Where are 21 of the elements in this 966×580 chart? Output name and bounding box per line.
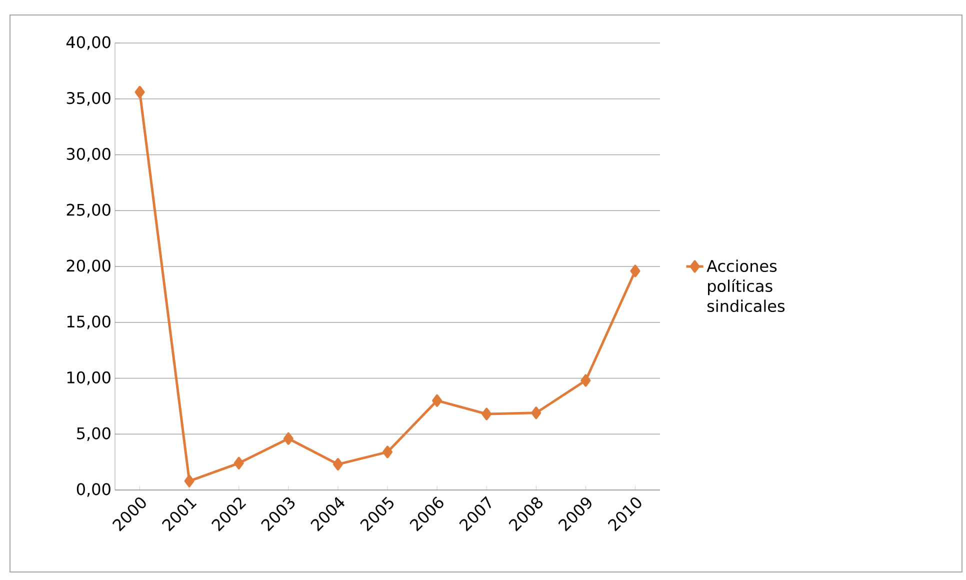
point — [482, 408, 492, 420]
y-tick-label: 40,00 — [66, 36, 110, 50]
y-tick-label: 25,00 — [66, 204, 110, 218]
y-tick-label: 30,00 — [66, 148, 110, 162]
y-tick-label: 0,00 — [76, 483, 110, 497]
point — [580, 374, 591, 387]
legend-label: Acciones políticas sindicales — [706, 260, 785, 312]
point — [234, 456, 244, 470]
point — [432, 394, 442, 407]
point — [283, 432, 294, 445]
y-tick-label: 20,00 — [66, 260, 110, 274]
point — [531, 406, 542, 420]
point — [134, 86, 145, 98]
y-tick-label: 5,00 — [77, 427, 110, 441]
point — [382, 446, 393, 458]
point — [630, 264, 640, 278]
point — [184, 474, 194, 488]
y-tick-label: 35,00 — [66, 92, 110, 106]
y-tick-label: 10,00 — [67, 371, 110, 386]
point — [332, 458, 343, 471]
y-tick-label: 15,00 — [67, 316, 110, 330]
